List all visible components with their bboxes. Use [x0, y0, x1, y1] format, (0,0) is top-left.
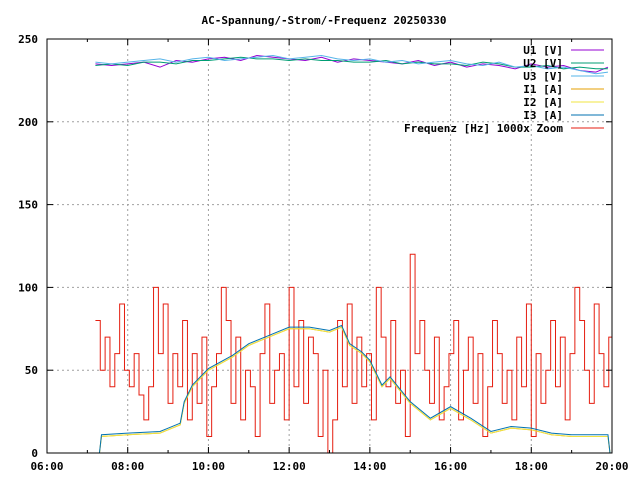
series-i2 — [98, 326, 611, 454]
series-line — [98, 326, 611, 454]
x-tick-label: 14:00 — [353, 460, 386, 473]
legend-item: I3 [A] — [523, 109, 604, 122]
y-tick-label: 100 — [18, 281, 38, 294]
axis-ticks: 0 50 100 150 200 250 06:00 08:00 10:00 12:00 14:00… — [18, 33, 628, 473]
y-tick-label: 50 — [25, 364, 38, 377]
series-line — [95, 39, 613, 454]
legend-label: U2 [V] — [523, 57, 563, 70]
x-tick-label: 06:00 — [30, 460, 63, 473]
series-group — [95, 39, 613, 454]
legend-item: I2 [A] — [523, 96, 604, 109]
x-tick-label: 16:00 — [434, 460, 467, 473]
series-line — [98, 326, 611, 454]
y-tick-label: 200 — [18, 116, 38, 129]
x-tick-label: 12:00 — [273, 460, 306, 473]
legend-label: I1 [A] — [523, 83, 563, 96]
legend-label: I2 [A] — [523, 96, 563, 109]
series-u3 — [95, 55, 609, 75]
x-tick-label: 08:00 — [111, 460, 144, 473]
legend-item: I1 [A] — [523, 83, 604, 96]
legend-item: U2 [V] — [523, 57, 604, 70]
legend-label: Frequenz [Hz] 1000x Zoom — [404, 122, 563, 135]
legend-item: U3 [V] — [523, 70, 604, 83]
series-i3 — [98, 324, 611, 454]
x-tick-label: 20:00 — [595, 460, 628, 473]
series-frequenz — [95, 39, 613, 454]
legend-label: U1 [V] — [523, 44, 563, 57]
series-line — [98, 324, 611, 454]
y-tick-label: 0 — [31, 447, 38, 460]
series-line — [95, 56, 608, 70]
series-line — [95, 55, 609, 75]
y-tick-label: 150 — [18, 199, 38, 212]
series-u2 — [95, 56, 608, 70]
x-tick-label: 10:00 — [192, 460, 225, 473]
y-tick-label: 250 — [18, 33, 38, 46]
legend-label: U3 [V] — [523, 70, 563, 83]
chart-title: AC-Spannung/-Strom/-Frequenz 20250330 — [201, 14, 446, 27]
x-tick-label: 18:00 — [515, 460, 548, 473]
series-i1 — [98, 326, 611, 454]
legend-item: Frequenz [Hz] 1000x Zoom — [404, 122, 604, 135]
legend: U1 [V]U2 [V]U3 [V]I1 [A]I2 [A]I3 [A]Freq… — [404, 44, 604, 135]
legend-item: U1 [V] — [523, 44, 604, 57]
legend-label: I3 [A] — [523, 109, 563, 122]
